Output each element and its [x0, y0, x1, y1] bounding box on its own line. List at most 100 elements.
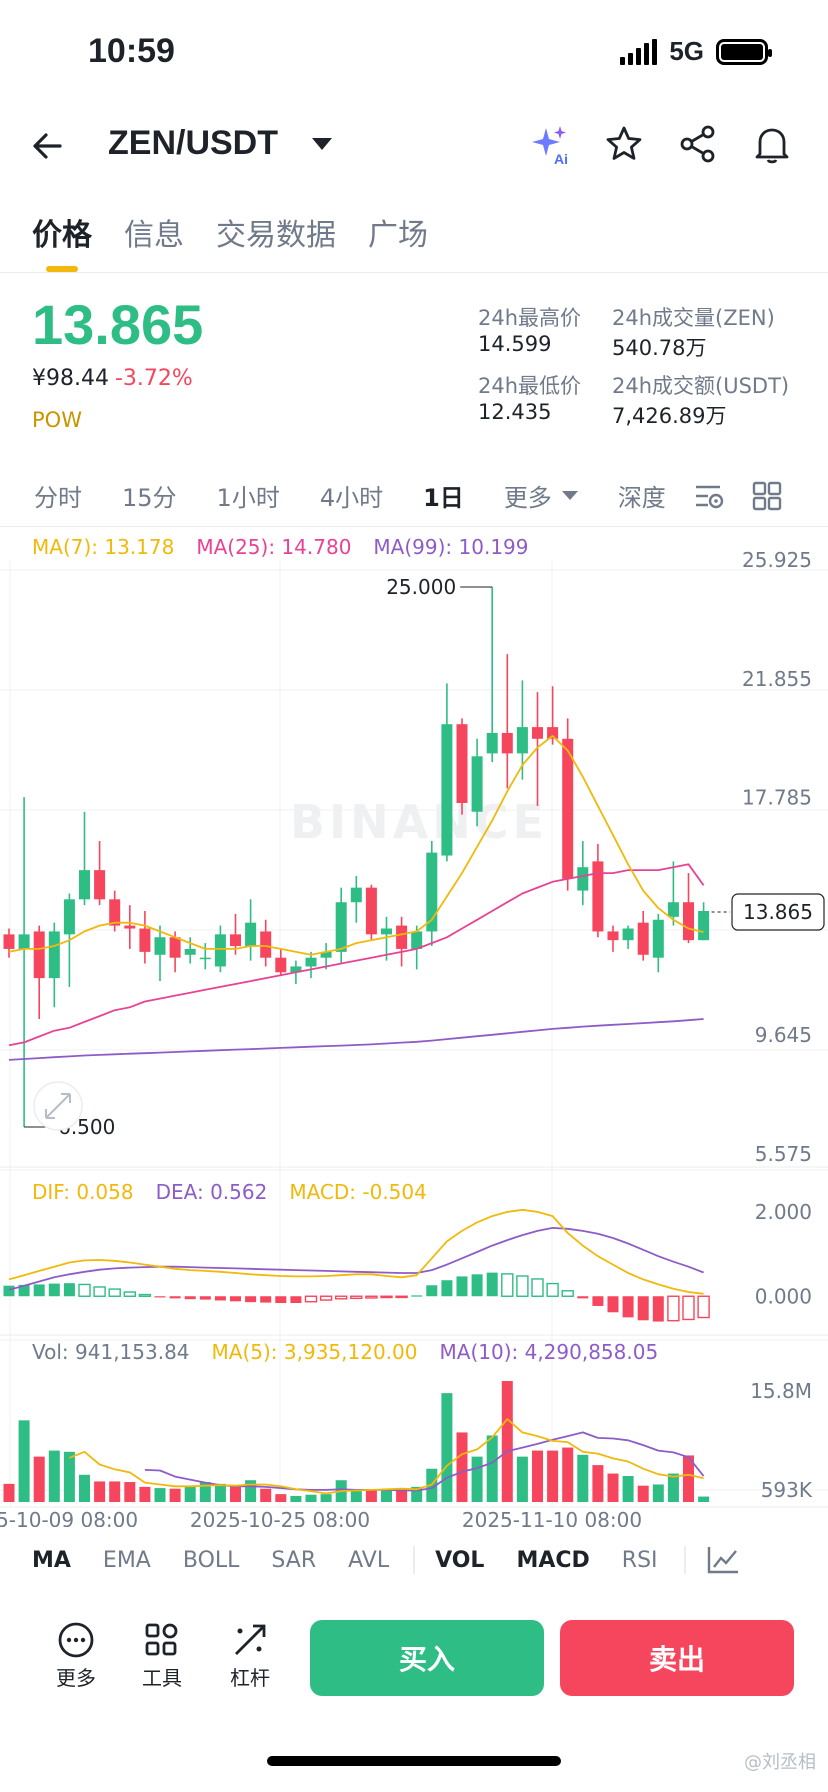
- candle-body: [335, 902, 347, 952]
- volume-bar: [365, 1489, 377, 1502]
- candle-body: [350, 887, 362, 903]
- star-icon[interactable]: [604, 124, 644, 164]
- interval-4h[interactable]: 4小时: [319, 484, 384, 512]
- macd-bar: [108, 1288, 121, 1297]
- high-label: 24h最高价: [478, 306, 582, 330]
- macd-bar: [260, 1296, 272, 1303]
- indicator-boll[interactable]: BOLL: [182, 1547, 240, 1573]
- volume-tick-label: 593K: [761, 1478, 813, 1502]
- indicator-macd[interactable]: MACD: [516, 1547, 590, 1573]
- fiat-price: ¥98.44: [32, 366, 109, 391]
- candle-body: [411, 931, 423, 949]
- layout-grid-icon[interactable]: [752, 481, 782, 511]
- candle-body: [501, 732, 513, 754]
- pair-dropdown-icon[interactable]: [312, 138, 332, 150]
- macd-bar: [486, 1272, 498, 1297]
- ma-legend: MA(7): 13.178 MA(25): 14.780 MA(99): 10.…: [32, 535, 529, 559]
- interval-more[interactable]: 更多: [503, 484, 552, 512]
- category-tag[interactable]: POW: [32, 408, 82, 432]
- volume-quote-value: 7,426.89万: [612, 404, 727, 428]
- indicator-rsi[interactable]: RSI: [621, 1547, 658, 1573]
- sell-button[interactable]: 卖出: [560, 1620, 794, 1696]
- macd-bar: [138, 1293, 152, 1297]
- macd-bar: [546, 1282, 559, 1297]
- active-tab-indicator: [46, 266, 78, 272]
- change-percent: -3.72%: [114, 366, 193, 391]
- volume-bar: [275, 1494, 287, 1502]
- candle-body: [48, 931, 60, 979]
- price-chart[interactable]: BINANCE25.0006.50025.92521.85517.7859.64…: [0, 527, 828, 1527]
- volume-bar: [320, 1494, 332, 1502]
- macd-bar: [93, 1286, 106, 1297]
- candle-body: [169, 937, 181, 958]
- macd-value-legend: MACD: -0.504: [289, 1180, 427, 1204]
- macd-bar: [501, 1273, 514, 1297]
- macd-bar: [230, 1296, 241, 1302]
- interval-1d[interactable]: 1日: [423, 484, 464, 512]
- macd-bar: [18, 1284, 30, 1297]
- interval-15m[interactable]: 15分: [122, 484, 177, 512]
- candle-body: [124, 925, 136, 929]
- chart-settings-icon[interactable]: [694, 481, 726, 511]
- candle-body: [365, 887, 377, 935]
- tab-info[interactable]: 信息: [124, 218, 184, 253]
- status-indicators: 5G: [620, 36, 772, 67]
- macd-bar: [667, 1295, 680, 1322]
- leverage-tool[interactable]: 杠杆: [222, 1618, 278, 1691]
- ai-sparkle-icon[interactable]: Ai: [530, 124, 574, 168]
- buy-button[interactable]: 买入: [310, 1620, 544, 1696]
- volume-bar: [18, 1420, 30, 1502]
- share-icon[interactable]: [678, 124, 718, 164]
- tab-price[interactable]: 价格: [32, 218, 92, 253]
- candle-body: [184, 948, 196, 955]
- dif-line: [8, 1208, 704, 1295]
- volume-bar: [683, 1455, 694, 1502]
- indicator-ema[interactable]: EMA: [102, 1547, 151, 1573]
- interval-time[interactable]: 分时: [34, 484, 82, 512]
- volume-bar: [667, 1473, 679, 1502]
- indicator-vol[interactable]: VOL: [435, 1547, 485, 1573]
- macd-bar: [214, 1296, 226, 1301]
- candle-body: [230, 934, 241, 947]
- macd-bar: [411, 1295, 423, 1297]
- indicator-sar[interactable]: SAR: [271, 1547, 317, 1573]
- more-label: 更多: [56, 1666, 96, 1690]
- volume-bar: [260, 1488, 272, 1502]
- indicator-settings-icon[interactable]: [706, 1545, 740, 1575]
- volume-bar: [471, 1456, 483, 1502]
- candle-body: [139, 928, 151, 952]
- tools-tool[interactable]: 工具: [134, 1618, 190, 1691]
- candle-body: [592, 861, 604, 932]
- interval-1h[interactable]: 1小时: [216, 484, 280, 512]
- indicator-avl[interactable]: AVL: [348, 1547, 390, 1573]
- macd-bar: [3, 1285, 15, 1297]
- volume-bar: [622, 1475, 634, 1502]
- bell-icon[interactable]: [752, 124, 792, 164]
- more-tool[interactable]: 更多: [48, 1618, 104, 1691]
- volume-bar: [486, 1435, 498, 1502]
- macd-bar: [607, 1296, 619, 1313]
- battery-icon: [716, 38, 772, 65]
- status-time: 10:59: [88, 32, 175, 70]
- candle-body: [214, 934, 226, 967]
- chevron-down-icon[interactable]: [561, 491, 578, 500]
- pair-title[interactable]: ZEN/USDT: [108, 124, 278, 162]
- macd-bar: [33, 1284, 45, 1297]
- depth-tab[interactable]: 深度: [617, 484, 666, 512]
- tab-trading-data[interactable]: 交易数据: [216, 218, 336, 253]
- vma10-legend: MA(10): 4,290,858.05: [439, 1340, 659, 1364]
- candle-body: [456, 724, 468, 803]
- candle-body: [562, 738, 574, 879]
- indicator-ma[interactable]: MA: [32, 1547, 71, 1573]
- x-tick-label: 2025-10-09 08:00: [0, 1508, 138, 1527]
- y-tick-label: 17.785: [742, 786, 812, 810]
- home-indicator[interactable]: [267, 1756, 561, 1766]
- volume-legend: Vol: 941,153.84 MA(5): 3,935,120.00 MA(1…: [32, 1340, 658, 1364]
- volume-tick-label: 15.8M: [750, 1379, 812, 1403]
- candle-body: [607, 931, 619, 941]
- back-arrow-icon[interactable]: [30, 128, 66, 164]
- candle-body: [18, 934, 30, 949]
- macd-bar: [123, 1291, 137, 1297]
- volume-base-value: 540.78万: [612, 336, 707, 360]
- tab-square[interactable]: 广场: [368, 218, 428, 253]
